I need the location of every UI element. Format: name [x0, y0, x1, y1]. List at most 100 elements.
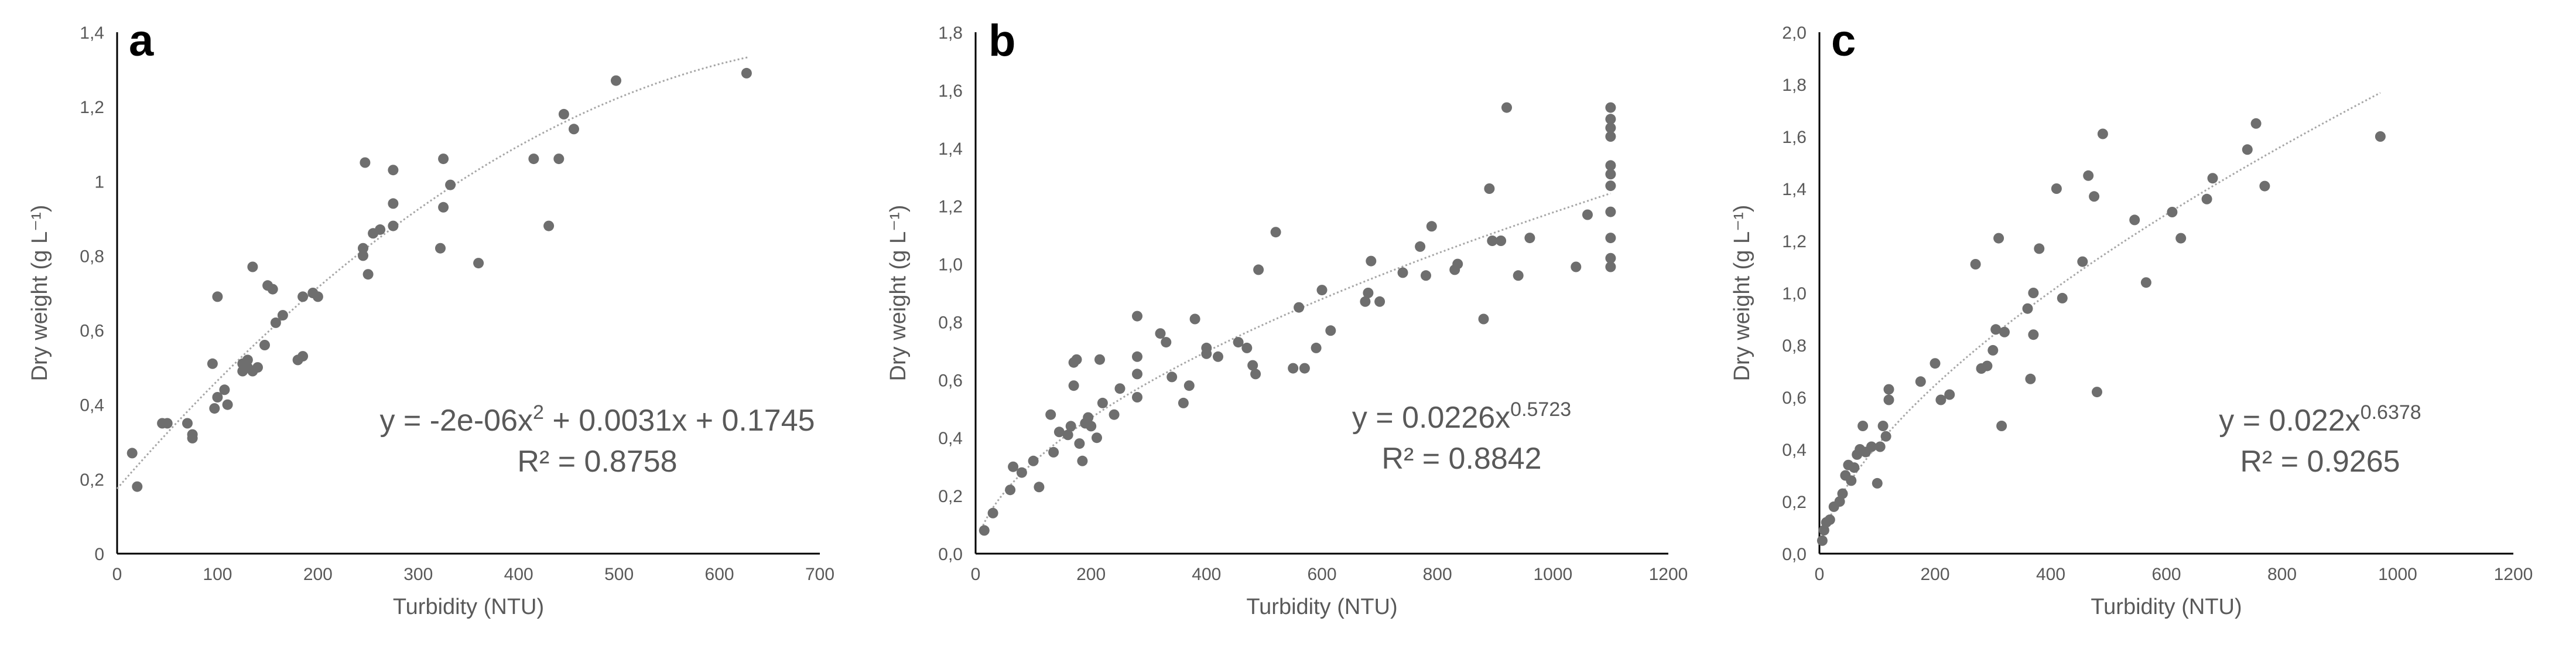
- y-tick-label: 1,4: [1782, 180, 1807, 199]
- data-point: [1935, 394, 1946, 405]
- data-point: [207, 358, 218, 369]
- y-tick-label: 1,8: [1782, 76, 1807, 95]
- x-tick-label: 100: [203, 565, 232, 584]
- data-point: [375, 224, 386, 235]
- y-tick-label: 0,4: [80, 396, 104, 415]
- data-point: [1837, 488, 1848, 499]
- data-point: [1605, 169, 1616, 180]
- data-point: [2057, 292, 2068, 303]
- data-point: [1132, 311, 1142, 322]
- data-point: [1996, 421, 2007, 431]
- data-point: [1360, 296, 1371, 307]
- data-point: [1849, 462, 1860, 473]
- data-point: [1253, 264, 1264, 275]
- data-point: [1484, 183, 1495, 194]
- data-point: [1816, 535, 1828, 546]
- y-tick-label: 1: [94, 172, 104, 192]
- data-point: [2028, 288, 2039, 298]
- data-point: [1132, 392, 1142, 402]
- data-point: [2201, 193, 2212, 204]
- data-point: [1155, 328, 1166, 339]
- data-point: [182, 418, 193, 429]
- data-point: [1987, 344, 1999, 356]
- data-point: [1421, 270, 1431, 281]
- data-point: [528, 153, 539, 165]
- x-tick-label: 0: [112, 565, 122, 584]
- equation-main: y = -2e-06x: [379, 404, 533, 438]
- data-point: [297, 351, 309, 362]
- y-tick-label: 2,0: [1782, 23, 1807, 43]
- trendline: [116, 56, 750, 490]
- y-tick-label: 0,4: [938, 429, 963, 448]
- y-tick-label: 0,8: [1782, 336, 1807, 356]
- data-point: [1571, 261, 1582, 272]
- data-point: [2083, 170, 2094, 181]
- y-axis-title: Dry weight (g L⁻¹): [1730, 205, 1754, 381]
- data-point: [1824, 514, 1835, 526]
- data-point: [242, 354, 253, 366]
- data-point: [1857, 421, 1869, 431]
- data-point: [1982, 360, 1993, 371]
- data-point: [1016, 467, 1027, 478]
- y-axis-title: Dry weight (g L⁻¹): [28, 205, 52, 381]
- data-point: [1311, 342, 1322, 353]
- data-point: [2028, 329, 2039, 340]
- data-point: [438, 153, 449, 165]
- y-tick-label: 0,0: [1782, 545, 1807, 564]
- chart-a: 0 0,2 0,4 0,6 0,8 1 1,2 1,4 0 100 200 300 400 500 600 7…: [28, 16, 834, 619]
- equation-exponent: 0.5723: [1510, 398, 1571, 421]
- x-tick-label: 1200: [1649, 565, 1688, 584]
- data-point: [2092, 387, 2102, 398]
- data-point: [1605, 160, 1616, 171]
- data-point: [1092, 432, 1102, 444]
- data-point: [1233, 337, 1244, 348]
- data-point: [1166, 371, 1178, 383]
- data-point: [360, 157, 371, 168]
- data-point: [1062, 429, 1073, 441]
- x-tick-label: 400: [1192, 565, 1221, 584]
- data-point: [1053, 427, 1065, 438]
- panel-letter: b: [988, 16, 1015, 66]
- chart-panel-c: 0,0 0,2 0,4 0,6 0,8 1,0 1,2 1,4 1,6 1,8 2,0 0 200 400…: [1717, 0, 2576, 655]
- x-tick-label: 700: [805, 565, 834, 584]
- data-point: [445, 179, 456, 190]
- data-point: [1605, 114, 1616, 125]
- data-point: [1990, 324, 2002, 335]
- data-point: [1605, 253, 1616, 264]
- data-point: [277, 310, 288, 321]
- data-point: [1071, 354, 1082, 365]
- data-point: [1524, 233, 1535, 244]
- data-point: [1846, 475, 1857, 486]
- y-tick-label: 0,6: [80, 322, 104, 341]
- data-point: [1993, 233, 2004, 244]
- data-point: [2077, 256, 2088, 267]
- data-point: [473, 258, 484, 269]
- x-tick-label: 800: [2267, 565, 2297, 584]
- y-tick-label: 0,2: [938, 487, 963, 506]
- y-tick-label: 1,2: [938, 197, 963, 217]
- y-tick-label: 1,8: [938, 23, 963, 43]
- x-tick-label: 800: [1423, 565, 1452, 584]
- data-point: [1970, 259, 1981, 269]
- data-point: [1605, 122, 1616, 134]
- data-point: [222, 399, 233, 410]
- x-tick-label: 0: [1815, 565, 1825, 584]
- r-squared: R² = 0.8758: [517, 445, 677, 479]
- data-point: [362, 269, 374, 280]
- data-point: [2175, 233, 2187, 244]
- x-axis-title: Turbidity (NTU): [393, 595, 544, 619]
- data-point: [1094, 354, 1105, 365]
- data-point: [1132, 369, 1142, 380]
- data-point: [270, 317, 281, 328]
- data-point: [388, 220, 399, 231]
- data-point: [1487, 236, 1498, 246]
- data-point: [267, 284, 278, 295]
- data-point: [219, 384, 230, 395]
- data-point: [1866, 441, 1877, 452]
- data-point: [543, 220, 555, 231]
- data-point: [1605, 102, 1616, 113]
- data-point: [1034, 482, 1045, 493]
- data-point: [1161, 337, 1172, 348]
- data-point: [1241, 342, 1253, 353]
- data-point: [1294, 302, 1305, 313]
